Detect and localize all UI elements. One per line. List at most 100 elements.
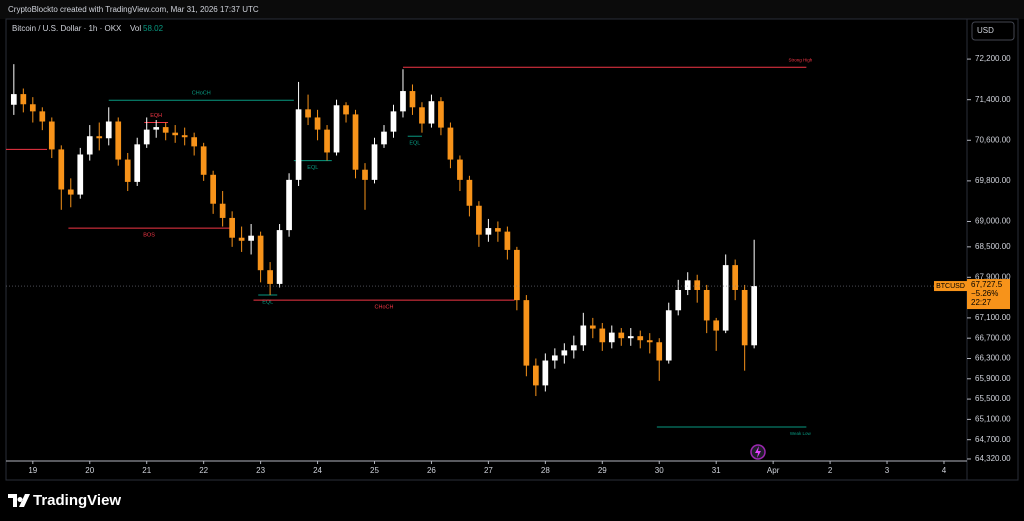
x-tick-label: 4 [942, 466, 947, 475]
candle-body [504, 231, 511, 250]
candle-body [352, 114, 359, 170]
currency-box [971, 21, 1015, 41]
x-tick-label: Apr [767, 466, 780, 475]
volume-value: 58.02 [143, 24, 164, 33]
x-tick-label: 26 [427, 466, 436, 475]
candle-body [684, 280, 691, 290]
countdown: 22:27 [971, 298, 992, 307]
candle-body [67, 189, 74, 195]
candle-body [722, 265, 729, 331]
symbol: BTCUSD [936, 283, 965, 290]
candle-body [115, 121, 122, 160]
candle-body [656, 342, 663, 361]
candle-body [143, 129, 150, 145]
y-tick-label: 70,600.00 [975, 135, 1011, 144]
candle-body [665, 310, 672, 361]
candle-body [305, 109, 311, 118]
candle-body [523, 300, 530, 366]
candle-body [124, 159, 131, 182]
alert-bolt[interactable] [755, 446, 761, 458]
candle-body [599, 328, 606, 343]
candle-body [713, 320, 720, 331]
candle-body [466, 179, 473, 206]
alert-icon[interactable] [750, 444, 766, 460]
level-label: CHoCH [375, 305, 394, 311]
candle-body [134, 144, 141, 182]
candle-body [324, 129, 330, 153]
candle-body [741, 289, 748, 346]
candle-body [608, 332, 615, 343]
price-change: −5.26% [971, 289, 998, 298]
candle-body [20, 94, 27, 105]
level-label: BOS [143, 233, 155, 239]
y-tick-label: 67,900.00 [975, 272, 1011, 281]
logo[interactable]: TradingView [8, 492, 121, 509]
candle-body [618, 332, 625, 339]
x-tick-label: 27 [484, 466, 493, 475]
candle-body [29, 104, 36, 112]
candle-body [153, 127, 160, 130]
candle-body [514, 249, 520, 301]
candle-body [286, 179, 292, 231]
candle-body [162, 127, 169, 133]
y-tick-label: 66,300.00 [975, 354, 1011, 363]
level-label: EQL [307, 165, 318, 171]
x-tick-label: 30 [655, 466, 664, 475]
top-bar [0, 0, 1024, 19]
candle-body [238, 237, 245, 241]
candle-body [703, 289, 710, 321]
candle-body [314, 117, 321, 130]
candle-body [400, 91, 406, 112]
candle-body [276, 230, 283, 284]
candle-body [86, 136, 93, 155]
candle-body [219, 203, 226, 218]
symbol-box [934, 281, 967, 292]
y-tick-label: 71,400.00 [975, 95, 1011, 104]
candle-body [257, 235, 264, 271]
volume-label: Vol [130, 24, 141, 33]
candle-body [105, 121, 112, 139]
candle-body [191, 137, 198, 147]
candle-body [248, 235, 254, 241]
candle-body [627, 336, 634, 339]
logo-mark[interactable] [8, 494, 30, 507]
candle-body [77, 154, 84, 195]
candle-body [457, 159, 463, 180]
x-tick-label: 3 [885, 466, 890, 475]
y-tick-label: 64,700.00 [975, 435, 1011, 444]
brand[interactable]: TradingView [33, 492, 121, 509]
candle-body [419, 107, 425, 124]
last-price: 67,727.5 [971, 280, 1003, 289]
x-tick-label: 19 [28, 466, 37, 475]
y-tick-label: 66,700.00 [975, 333, 1011, 342]
x-tick-label: 2 [828, 466, 833, 475]
level-label: EQH [150, 113, 162, 119]
candle-body [343, 105, 349, 115]
candle-body [551, 355, 558, 361]
candle-body [229, 217, 235, 238]
candle-body [48, 121, 55, 150]
candle-body [561, 350, 568, 356]
y-tick-label: 65,100.00 [975, 414, 1011, 423]
y-tick-label: 72,200.00 [975, 54, 1011, 63]
level-label: CHoCH [192, 91, 211, 97]
candle-body [589, 325, 596, 329]
candle-body [172, 132, 179, 136]
candle-body [447, 127, 454, 160]
level-label: Weak Low [790, 431, 812, 436]
candle-body [732, 265, 739, 290]
candle-body [10, 94, 17, 105]
candle-body [438, 101, 444, 128]
y-tick-label: 69,000.00 [975, 217, 1011, 226]
candle-body [295, 109, 302, 180]
candle-body [39, 111, 46, 122]
candle-body [96, 136, 103, 139]
level-label: Strong High [788, 57, 812, 62]
candle-body [580, 325, 587, 346]
level-label: EQL [262, 300, 273, 306]
x-tick-label: 23 [256, 466, 265, 475]
candle-body [485, 228, 492, 235]
